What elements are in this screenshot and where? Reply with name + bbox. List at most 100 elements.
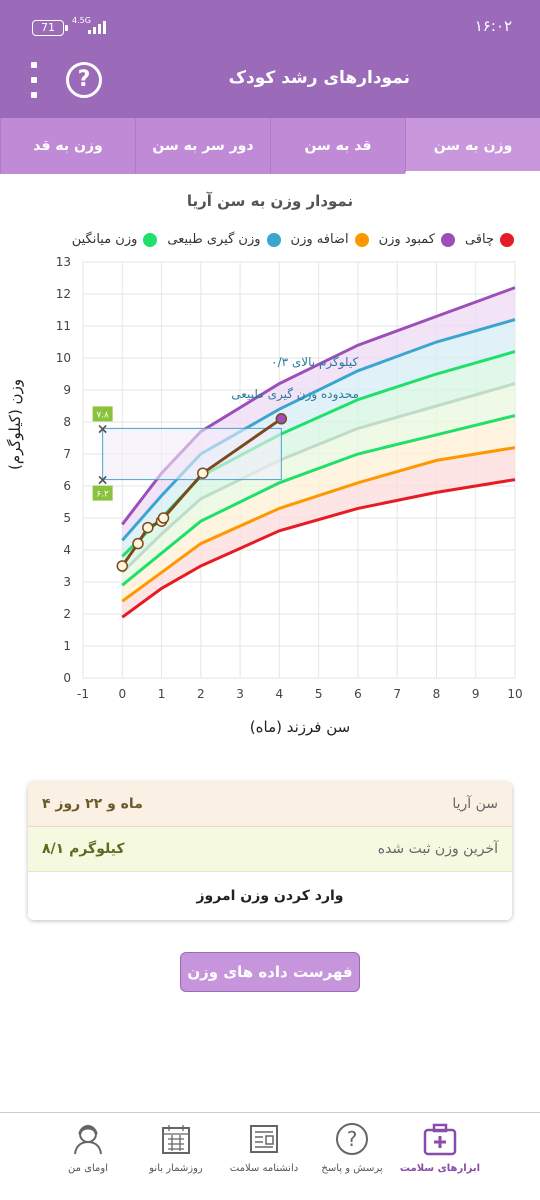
- x-tick-label: 8: [433, 687, 441, 701]
- series-line: [121, 478, 516, 619]
- y-tick-label: 9: [63, 383, 71, 397]
- nav-profile[interactable]: اومای من: [44, 1113, 132, 1200]
- y-tick-label: 5: [63, 511, 71, 525]
- legend-item: وزن میانگین: [72, 232, 158, 247]
- child-weight-point: [132, 537, 144, 550]
- x-tick-label: 0: [118, 687, 126, 701]
- child-age-label: سن آریا: [452, 796, 498, 812]
- y-tick-label: 4: [63, 543, 71, 557]
- nav-questions[interactable]: ? پرسش و پاسخ: [308, 1113, 396, 1200]
- nav-health-tools[interactable]: ابزارهای سلامت: [396, 1113, 484, 1200]
- nav-calendar[interactable]: روزشمار بانو: [132, 1113, 220, 1200]
- nav-label: ابزارهای سلامت: [399, 1163, 481, 1174]
- tab-bar: وزن به سن قد به سن دور سر به سن وزن به ق…: [0, 118, 540, 174]
- y-tick-label: 12: [56, 287, 71, 301]
- legend-item: اضافه وزن: [291, 232, 369, 247]
- tab-head-circumference[interactable]: دور سر به سن: [135, 118, 270, 174]
- last-weight-value: ۸/۱ کیلوگرم: [42, 841, 125, 857]
- user-avatar-icon: [70, 1121, 106, 1157]
- y-tick-label: 13: [56, 255, 71, 269]
- enter-today-weight-button[interactable]: وارد کردن وزن امروز: [28, 872, 512, 920]
- range-marker-x: ×: [97, 421, 109, 437]
- page-title: نمودارهای رشد کودک: [228, 68, 410, 88]
- x-tick-label: 5: [315, 687, 323, 701]
- growth-chart: 0 1 2 3 4 5 6 7 8 9 10 11 12 13 -1 0 1 2 3 4 5 6 7 8 9 10 × ۷.۸ × ۶.۲…: [0, 250, 540, 750]
- nav-label: پرسش و پاسخ: [321, 1163, 383, 1174]
- child-weight-point: [157, 512, 170, 524]
- network-label: 4.5G: [72, 16, 91, 25]
- x-tick-label: 6: [354, 687, 362, 701]
- range-marker-badge: [92, 485, 113, 501]
- legend-dot: [354, 232, 369, 247]
- series-line: [121, 414, 516, 587]
- bottom-nav: ابزارهای سلامت ? پرسش و پاسخ دانشنامه سل…: [0, 1112, 540, 1200]
- band-fill: [122, 351, 515, 573]
- child-age-value: ۴ ماه و ۲۲ روز: [42, 796, 143, 812]
- y-tick-label: 1: [63, 639, 71, 653]
- weight-data-list-button[interactable]: فهرست داده های وزن آریا: [180, 952, 360, 1019]
- status-bar: 71 4.5G ۱۶:۰۲: [0, 0, 540, 42]
- question-icon: ?: [334, 1121, 370, 1157]
- last-weight-label: آخرین وزن ثبت شده: [377, 841, 498, 857]
- annotation-line: ۰/۳ کیلوگرم بالای: [271, 355, 358, 370]
- last-weight-row: آخرین وزن ثبت شده ۸/۱ کیلوگرم: [28, 827, 512, 872]
- more-menu-icon[interactable]: [22, 62, 46, 98]
- x-tick-label: 7: [393, 687, 401, 701]
- child-age-row: سن آریا ۴ ماه و ۲۲ روز: [28, 782, 512, 827]
- y-tick-label: 10: [56, 351, 71, 365]
- child-weight-point: [197, 467, 209, 479]
- help-icon[interactable]: ?: [66, 62, 102, 98]
- legend-dot: [500, 232, 514, 247]
- y-tick-label: 0: [63, 671, 71, 685]
- range-marker-badge: [92, 406, 113, 422]
- battery-icon: 71: [32, 20, 68, 36]
- clock: ۱۶:۰۲: [474, 17, 512, 35]
- tab-weight-for-age[interactable]: وزن به سن: [405, 118, 540, 174]
- first-aid-kit-icon: [422, 1121, 458, 1157]
- child-weight-point: [275, 413, 288, 425]
- y-tick-label: 3: [63, 575, 71, 589]
- nav-encyclopedia[interactable]: دانشنامه سلامت: [220, 1113, 308, 1200]
- y-tick-label: 11: [56, 319, 71, 333]
- x-tick-label: -1: [77, 687, 89, 701]
- band-fill: [122, 287, 515, 541]
- nav-label: روزشمار بانو: [149, 1163, 203, 1174]
- band-fill: [122, 415, 515, 602]
- range-marker-label: ۶.۲: [96, 490, 109, 500]
- legend-item: وزن گیری طبیعی: [167, 232, 281, 247]
- y-tick-label: 7: [63, 447, 71, 461]
- series-line: [121, 318, 516, 542]
- y-tick-label: 2: [63, 607, 71, 621]
- x-tick-label: 3: [236, 687, 244, 701]
- band-fill: [122, 383, 515, 586]
- y-axis-label: وزن (کیلوگرم): [6, 378, 24, 470]
- legend-item: کمبود وزن: [379, 232, 455, 247]
- band-fill: [122, 447, 515, 618]
- svg-text:?: ?: [347, 1127, 358, 1151]
- legend-item: چاقی: [465, 232, 514, 247]
- weight-summary-card: سن آریا ۴ ماه و ۲۲ روز آخرین وزن ثبت شده…: [28, 782, 512, 920]
- x-tick-label: 4: [276, 687, 284, 701]
- child-weight-point: [116, 560, 129, 572]
- encyclopedia-icon: [246, 1121, 282, 1157]
- band-fill: [122, 319, 515, 557]
- x-tick-label: 10: [507, 687, 522, 701]
- nav-label: اومای من: [68, 1163, 108, 1174]
- annotation-line: محدوده وزن گیری طبیعی: [231, 387, 359, 402]
- child-weight-point: [142, 521, 154, 534]
- chart-legend: چاقی کمبود وزن اضافه وزن وزن گیری طبیعی …: [72, 232, 514, 247]
- x-tick-label: 1: [158, 687, 166, 701]
- range-marker-x: ×: [97, 473, 109, 489]
- signal-icon: [88, 18, 106, 34]
- tab-weight-for-height[interactable]: وزن به قد: [0, 118, 135, 174]
- legend-dot: [266, 232, 281, 247]
- y-tick-label: 6: [63, 479, 71, 493]
- nav-label: دانشنامه سلامت: [229, 1163, 299, 1174]
- y-tick-label: 8: [63, 415, 71, 429]
- normal-range-box: [102, 427, 282, 481]
- legend-dot: [143, 232, 158, 247]
- app-bar: ? نمودارهای رشد کودک: [0, 42, 540, 118]
- x-axis-label: سن فرزند (ماه): [249, 718, 351, 736]
- tab-height-for-age[interactable]: قد به سن: [270, 118, 405, 174]
